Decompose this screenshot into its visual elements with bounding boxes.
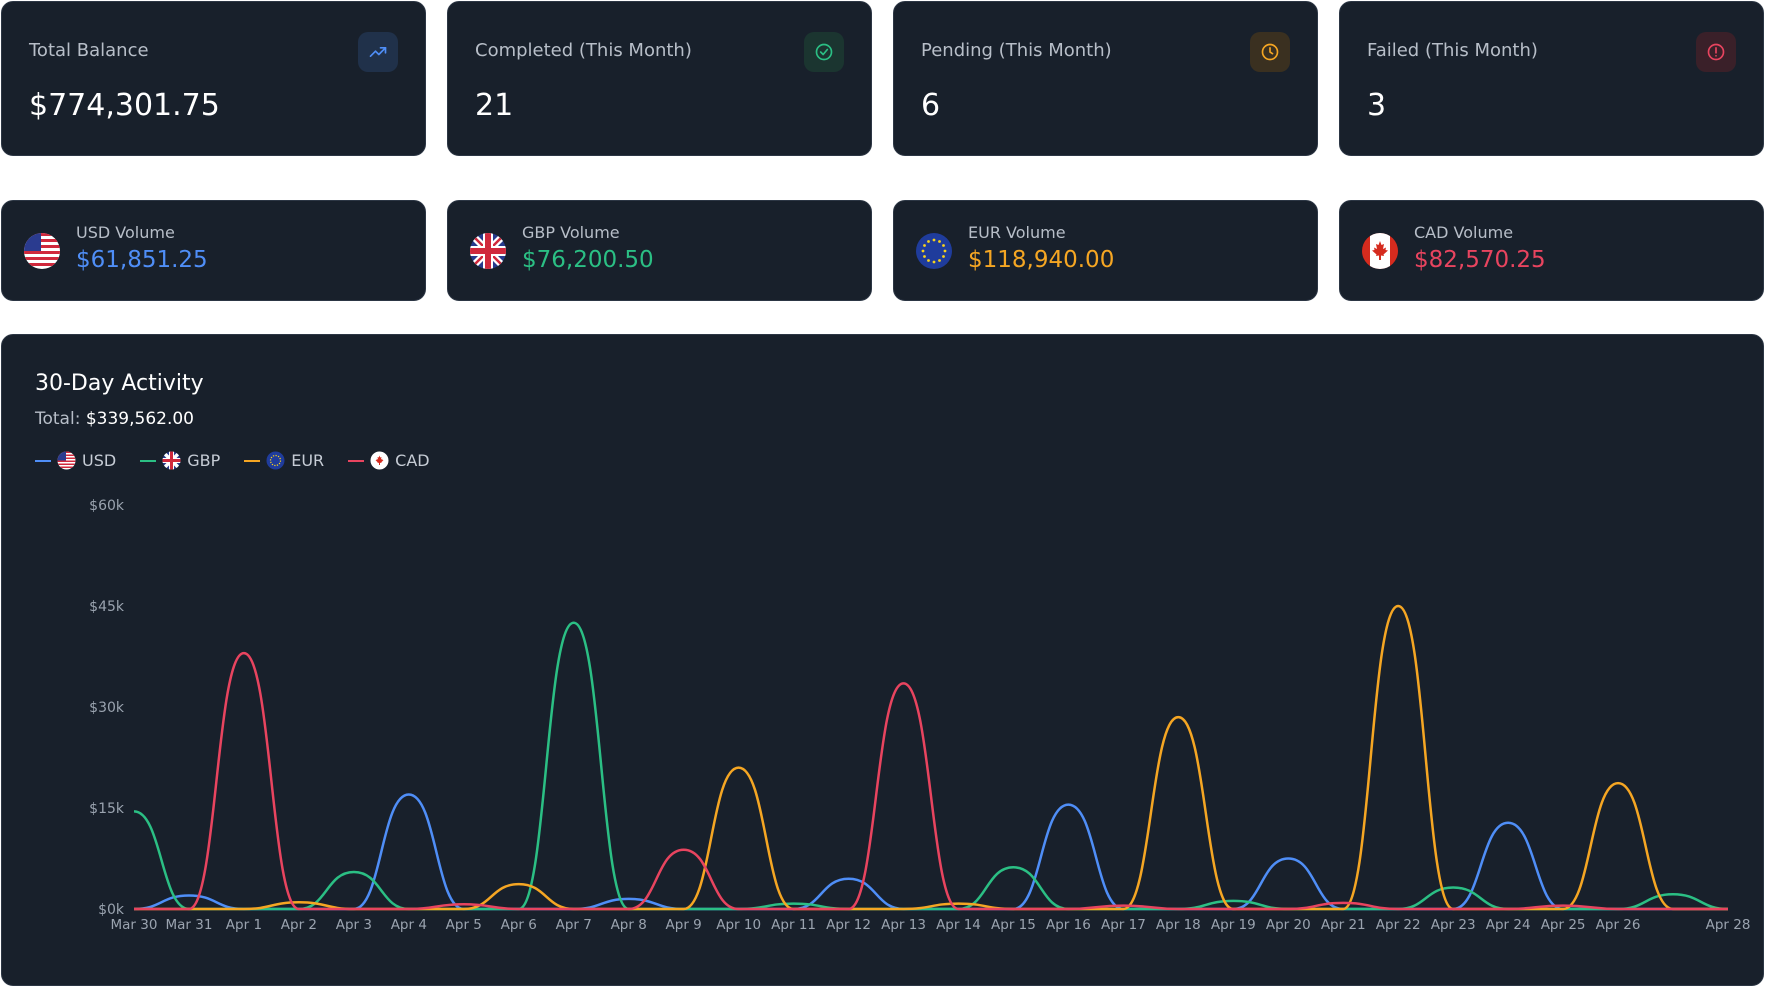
legend-label: EUR — [291, 451, 325, 470]
x-tick-label: Apr 23 — [1431, 917, 1476, 933]
legend-item-cad[interactable]: CAD — [348, 451, 430, 470]
x-tick-label: Apr 2 — [281, 917, 317, 933]
series-line-cad — [134, 651, 1728, 911]
legend-swatch — [35, 459, 51, 462]
legend-item-eur[interactable]: EUR — [244, 451, 324, 470]
legend-swatch — [140, 459, 157, 462]
stat-value: 21 — [475, 88, 514, 123]
stat-card-completed: Completed (This Month) 21 — [447, 1, 872, 156]
x-tick-label: Mar 31 — [165, 917, 212, 933]
stat-card-failed: Failed (This Month) 3 — [1339, 1, 1764, 156]
stat-value: $774,301.75 — [29, 88, 220, 123]
ca-flag-icon — [1362, 233, 1398, 269]
x-tick-label: Apr 18 — [1156, 917, 1201, 933]
x-tick-label: Apr 15 — [991, 917, 1036, 933]
chart-total: Total: $339,562.00 — [35, 409, 194, 429]
y-tick-label: $60k — [89, 498, 125, 514]
x-tick-label: Apr 24 — [1486, 917, 1531, 933]
volume-value: $76,200.50 — [522, 247, 654, 273]
volume-value: $82,570.25 — [1414, 247, 1546, 273]
stat-card-total-balance: Total Balance $774,301.75 — [1, 1, 426, 156]
series-line-gbp — [133, 621, 1729, 911]
x-tick-label: Apr 25 — [1541, 917, 1586, 933]
activity-chart-card: $0k $15k $30k $45k $60k Mar 30 Mar 31 Apr 1 Apr … — [1, 334, 1764, 986]
volume-label: EUR Volume — [968, 223, 1066, 242]
activity-line-chart: $0k $15k $30k $45k $60k Mar 30 Mar 31 Apr 1 Apr … — [89, 498, 1751, 933]
x-tick-label: Apr 11 — [771, 917, 816, 933]
x-tick-label: Apr 10 — [716, 917, 761, 933]
x-tick-label: Apr 22 — [1376, 917, 1421, 933]
y-tick-label: $0k — [98, 902, 125, 918]
stat-label: Failed (This Month) — [1367, 40, 1538, 61]
x-tick-label: Apr 3 — [336, 917, 372, 933]
y-tick-label: $15k — [89, 801, 125, 817]
legend-label: CAD — [395, 451, 430, 470]
x-tick-label: Apr 16 — [1046, 917, 1091, 933]
x-tick-label: Apr 5 — [446, 917, 482, 933]
volume-card-gbp: GBP Volume $76,200.50 — [447, 200, 872, 301]
x-tick-label: Apr 6 — [501, 917, 537, 933]
x-tick-label: Apr 26 — [1596, 917, 1641, 933]
legend-item-usd[interactable]: USD — [35, 451, 116, 470]
volume-value: $118,940.00 — [968, 247, 1115, 273]
trending-up-icon — [358, 32, 398, 72]
us-flag-icon — [57, 451, 76, 470]
volume-card-usd: USD Volume $61,851.25 — [1, 200, 426, 301]
x-tick-label: Apr 14 — [936, 917, 981, 933]
y-tick-label: $45k — [89, 599, 125, 615]
chart-total-label: Total: — [35, 409, 81, 429]
x-tick-label: Apr 28 — [1706, 917, 1751, 933]
volume-value: $61,851.25 — [76, 247, 208, 273]
eu-flag-icon — [266, 451, 285, 470]
x-tick-label: Apr 12 — [826, 917, 871, 933]
volume-label: CAD Volume — [1414, 223, 1514, 242]
ca-flag-icon — [370, 451, 389, 470]
series-line-usd — [133, 793, 1728, 911]
legend-label: USD — [82, 451, 117, 470]
x-tick-label: Apr 9 — [666, 917, 702, 933]
x-tick-label: Apr 4 — [391, 917, 427, 933]
x-tick-label: Apr 13 — [881, 917, 926, 933]
volume-card-eur: EUR Volume $118,940.00 — [893, 200, 1318, 301]
volume-label: USD Volume — [76, 223, 175, 242]
x-tick-label: Apr 20 — [1266, 917, 1311, 933]
chart-title: 30-Day Activity — [35, 371, 204, 396]
legend-swatch — [244, 459, 261, 462]
us-flag-icon — [24, 233, 60, 269]
stat-label: Pending (This Month) — [921, 40, 1112, 61]
eu-flag-icon — [916, 233, 952, 269]
x-tick-label: Apr 21 — [1321, 917, 1366, 933]
stat-card-pending: Pending (This Month) 6 — [893, 1, 1318, 156]
x-tick-label: Apr 17 — [1101, 917, 1146, 933]
stat-label: Completed (This Month) — [475, 40, 692, 61]
x-tick-label: Apr 7 — [556, 917, 592, 933]
check-circle-icon — [804, 32, 844, 72]
volume-card-cad: CAD Volume $82,570.25 — [1339, 200, 1764, 301]
legend-swatch — [348, 459, 365, 462]
uk-flag-icon — [470, 233, 506, 269]
clock-icon — [1250, 32, 1290, 72]
stat-value: 6 — [921, 88, 941, 123]
series-line-eur — [134, 604, 1728, 911]
stat-value: 3 — [1367, 88, 1387, 123]
volume-label: GBP Volume — [522, 223, 620, 242]
chart-total-value: $339,562.00 — [85, 409, 194, 429]
y-tick-label: $30k — [89, 700, 125, 716]
x-tick-label: Apr 19 — [1211, 917, 1256, 933]
chart-legend: USD GBP EUR — [35, 451, 430, 470]
x-tick-label: Apr 1 — [226, 917, 262, 933]
legend-item-gbp[interactable]: GBP — [140, 451, 220, 470]
stat-label: Total Balance — [29, 40, 149, 61]
alert-circle-icon — [1696, 32, 1736, 72]
uk-flag-icon — [162, 451, 181, 470]
x-tick-label: Apr 8 — [611, 917, 647, 933]
x-tick-label: Mar 30 — [111, 917, 158, 933]
legend-label: GBP — [187, 451, 221, 470]
